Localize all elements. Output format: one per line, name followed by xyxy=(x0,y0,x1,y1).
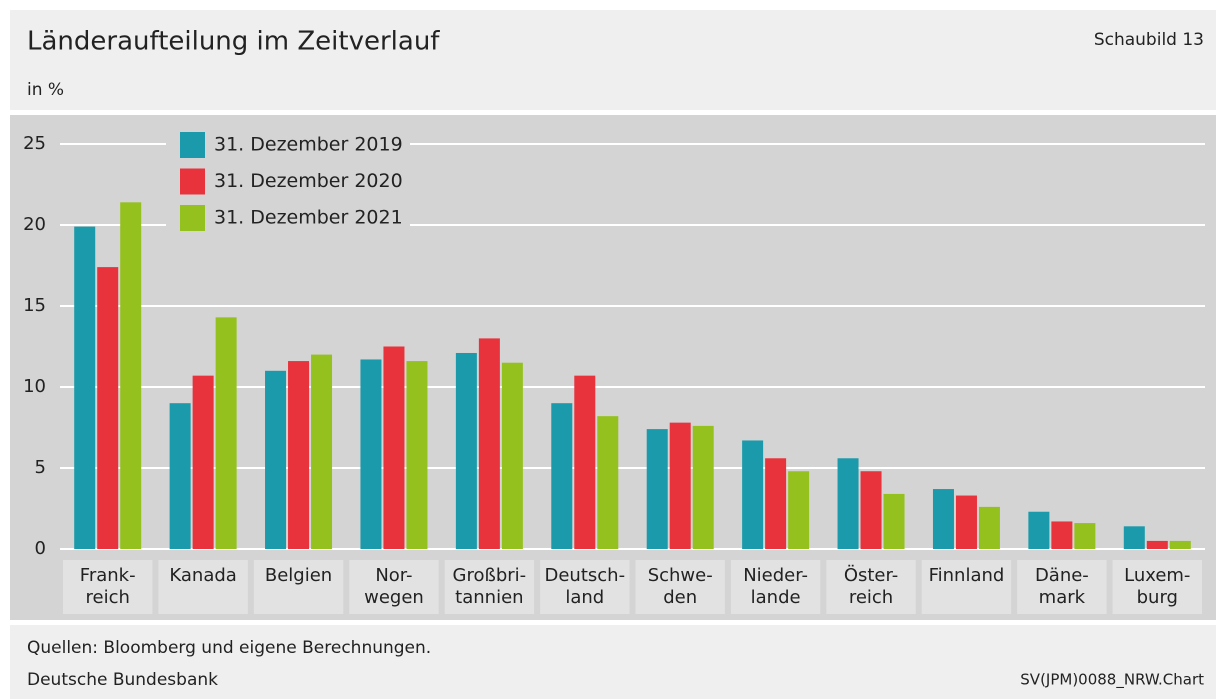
bar xyxy=(742,440,764,549)
x-tick-label: Deutsch- land xyxy=(544,565,626,608)
category-bg xyxy=(444,560,535,614)
bar xyxy=(551,403,573,549)
y-tick-label: 5 xyxy=(35,457,46,478)
x-tick-label: Finnland xyxy=(928,565,1005,586)
bar xyxy=(646,429,668,549)
category-bg xyxy=(1112,560,1202,614)
category-bg xyxy=(158,560,248,614)
bar xyxy=(837,458,859,549)
bar xyxy=(265,370,287,549)
bar xyxy=(120,202,142,549)
bar xyxy=(406,361,428,549)
bar xyxy=(574,375,596,549)
chart-title: Länderaufteilung im Zeitverlauf xyxy=(27,27,440,57)
bar xyxy=(1146,540,1168,549)
y-tick-label: 20 xyxy=(23,214,46,235)
bar xyxy=(1123,526,1145,549)
publisher: Deutsche Bundesbank xyxy=(27,670,218,690)
legend-swatch xyxy=(180,168,205,195)
category-bg xyxy=(826,560,916,614)
x-tick-label: Großbri- tannien xyxy=(452,565,527,608)
bar xyxy=(383,346,405,549)
bar xyxy=(932,489,954,549)
x-tick-label: Frank- reich xyxy=(79,565,136,608)
bar xyxy=(215,317,237,549)
category-bg xyxy=(540,560,630,614)
figure-label: Schaubild 13 xyxy=(1094,30,1204,50)
bar xyxy=(955,495,977,549)
category-bg xyxy=(253,560,344,614)
y-tick-label: 25 xyxy=(23,133,46,154)
category-bg xyxy=(921,560,1012,614)
x-tick-label: Nor- wegen xyxy=(364,565,424,608)
legend-swatch xyxy=(180,205,205,231)
bar xyxy=(765,458,787,549)
bar xyxy=(978,506,1000,549)
bar xyxy=(288,361,310,549)
category-bg xyxy=(1017,560,1107,614)
y-axis-label: in % xyxy=(27,80,64,100)
bar xyxy=(501,362,523,549)
category-bg xyxy=(730,560,821,614)
bar xyxy=(788,471,810,549)
bar xyxy=(883,493,905,549)
x-tick-label: Luxem- burg xyxy=(1124,565,1191,608)
y-tick-label: 15 xyxy=(23,295,46,316)
bar xyxy=(1169,540,1191,549)
category-bg xyxy=(63,560,153,614)
y-tick-label: 10 xyxy=(23,376,46,397)
bar xyxy=(74,226,96,549)
bar xyxy=(1051,521,1073,549)
bar xyxy=(455,352,477,549)
y-tick-label: 0 xyxy=(35,538,46,559)
bar xyxy=(860,471,882,549)
bar xyxy=(97,267,119,549)
category-bg xyxy=(349,560,439,614)
bar xyxy=(311,354,333,549)
footer-bg xyxy=(10,625,1216,699)
x-tick-label: Schwe- den xyxy=(647,565,713,608)
bar xyxy=(669,422,691,549)
category-bg xyxy=(635,560,725,614)
x-tick-label: Belgien xyxy=(264,565,333,586)
x-tick-label: Nieder- lande xyxy=(743,565,809,608)
legend-label: 31. Dezember 2020 xyxy=(214,170,403,192)
source: Quellen: Bloomberg und eigene Berechnung… xyxy=(27,638,431,658)
bar xyxy=(692,425,714,549)
legend-label: 31. Dezember 2019 xyxy=(214,134,403,156)
legend-label: 31. Dezember 2021 xyxy=(214,207,403,229)
bar xyxy=(169,403,191,549)
bar xyxy=(478,338,500,549)
bar xyxy=(1074,523,1096,549)
header-bg xyxy=(10,10,1216,110)
chart-id: SV(JPM)0088_NRW.Chart xyxy=(1020,671,1204,690)
legend-bg xyxy=(166,125,410,241)
bar xyxy=(360,359,382,549)
bar xyxy=(1028,511,1050,549)
x-tick-label: Öster- reich xyxy=(843,565,899,608)
x-tick-label: Kanada xyxy=(169,565,237,586)
x-tick-label: Däne- mark xyxy=(1034,565,1089,608)
bar xyxy=(597,416,619,549)
bar xyxy=(192,375,214,549)
legend-swatch xyxy=(180,132,205,158)
